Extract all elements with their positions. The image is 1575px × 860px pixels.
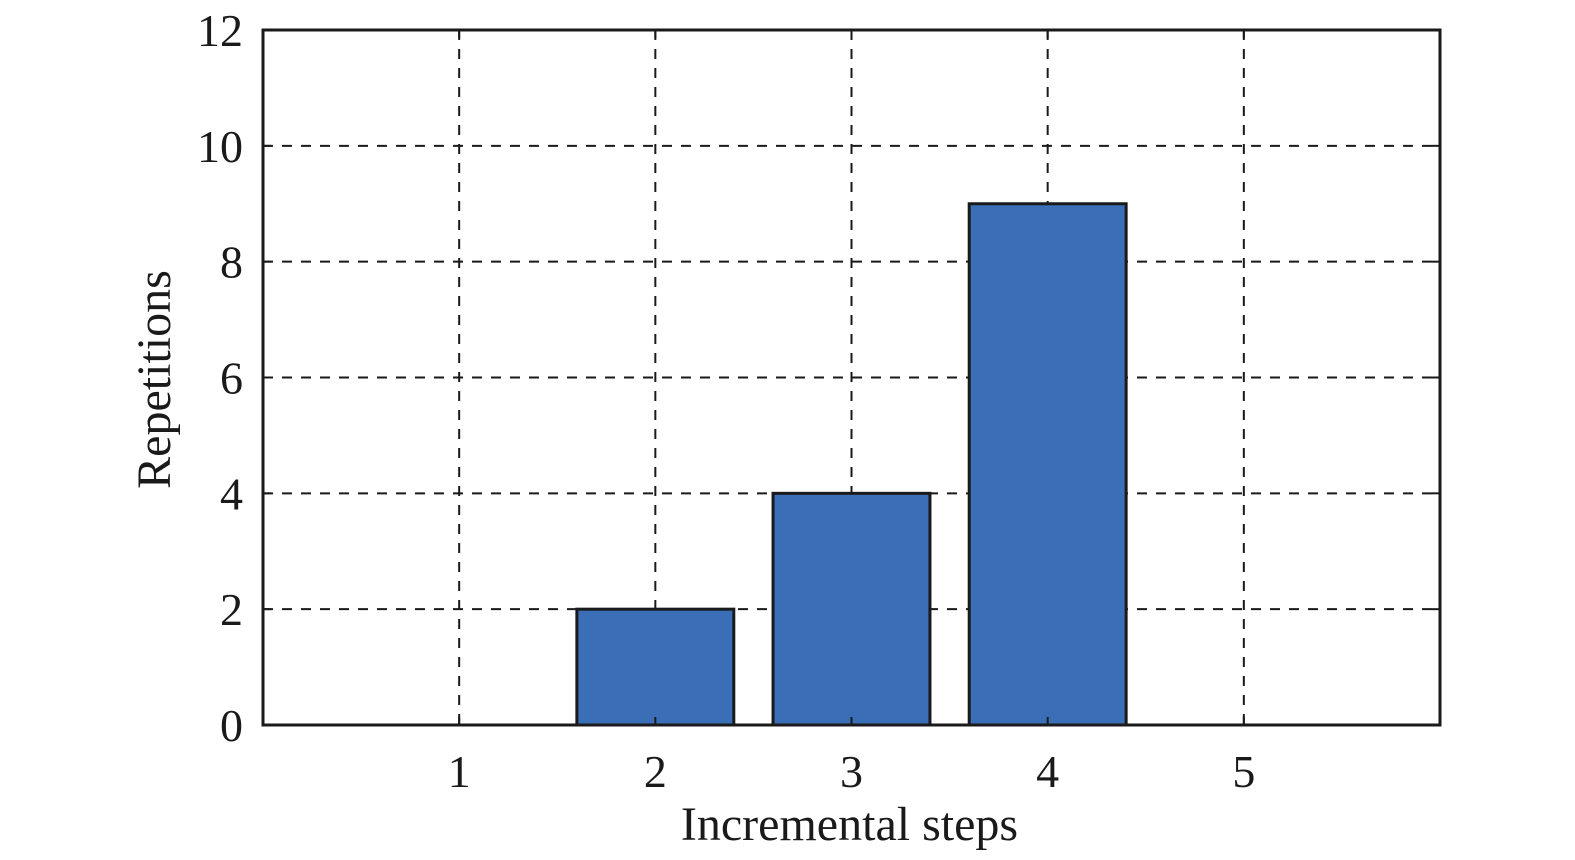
y-tick-label: 12	[197, 5, 243, 56]
x-tick-label: 5	[1232, 746, 1255, 797]
y-tick-label: 8	[220, 237, 243, 288]
y-tick-label: 4	[220, 468, 243, 519]
x-tick-label: 1	[448, 746, 471, 797]
y-axis-label: Repetitions	[128, 270, 181, 489]
x-tick-labels: 1 2 3 4 5	[448, 746, 1256, 797]
bar-3	[771, 491, 932, 727]
x-axis-label: Incremental steps	[681, 798, 1018, 851]
y-tick-label: 2	[220, 584, 243, 635]
x-tick-label: 3	[840, 746, 863, 797]
y-tick-label: 10	[197, 121, 243, 172]
x-tick-label: 4	[1036, 746, 1059, 797]
bars-layer	[575, 202, 1128, 727]
ticks-layer	[263, 29, 1440, 726]
bar-2	[575, 607, 736, 727]
y-tick-label: 6	[220, 353, 243, 404]
y-tick-labels: 0 2 4 6 8 10 12	[197, 5, 243, 751]
x-tick-label: 2	[644, 746, 667, 797]
y-tick-label: 0	[220, 700, 243, 751]
bar-4	[967, 202, 1128, 727]
